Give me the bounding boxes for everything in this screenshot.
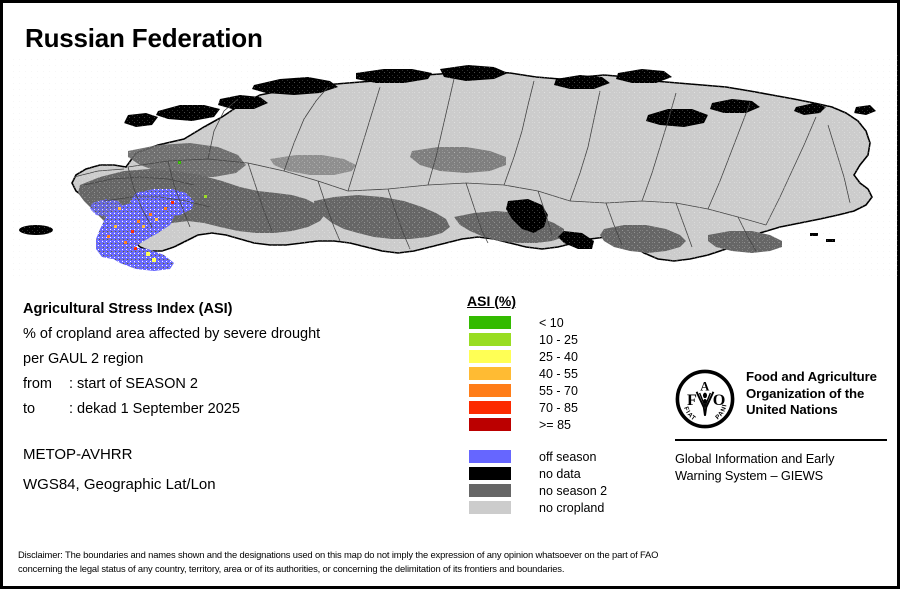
map-raster-texture [8,55,898,277]
info-period-from: from : start of SEASON 2 [23,372,443,397]
fao-branding: F O A FIAT PANIS [675,369,887,484]
legend-item-off-season[interactable]: off season [469,448,659,465]
map-legend: ASI (%) < 10 10 - 25 25 - 40 40 - 55 55 … [467,293,659,516]
info-from-value: : start of SEASON 2 [69,376,198,392]
legend-item-no-data[interactable]: no data [469,465,659,482]
legend-label: 70 - 85 [539,400,578,415]
map-canvas[interactable] [8,55,898,277]
legend-item-no-season-2[interactable]: no season 2 [469,482,659,499]
legend-swatch [469,401,511,414]
fao-org-line-1: Food and Agriculture [746,369,877,384]
giews-line-2: Warning System – GIEWS [675,468,824,483]
page-title: Russian Federation [25,23,263,53]
svg-text:O: O [713,391,726,409]
legend-item[interactable]: 70 - 85 [469,399,659,416]
legend-swatch [469,501,511,514]
map-info-block: Agricultural Stress Index (ASI) % of cro… [23,297,443,500]
legend-item-no-cropland[interactable]: no cropland [469,499,659,516]
legend-title: ASI (%) [467,293,516,309]
svg-text:A: A [700,380,709,394]
legend-swatch [469,467,511,480]
legend-label: no season 2 [539,483,608,498]
info-to-value: : dekad 1 September 2025 [69,401,240,417]
giews-system-name: Global Information and Early Warning Sys… [675,450,887,484]
legend-label: 55 - 70 [539,383,578,398]
disclaimer: Disclaimer: The boundaries and names sho… [18,548,878,576]
fao-logo-icon: F O A FIAT PANIS [675,369,735,429]
legend-label: 25 - 40 [539,349,578,364]
legend-item[interactable]: >= 85 [469,416,659,433]
legend-item[interactable]: 10 - 25 [469,331,659,348]
legend-swatch [469,450,511,463]
legend-label: 40 - 55 [539,366,578,381]
info-heading: Agricultural Stress Index (ASI) [23,301,233,317]
legend-label: off season [539,449,597,464]
legend-swatch [469,333,511,346]
legend-spacer [469,433,659,448]
legend-item[interactable]: < 10 [469,314,659,331]
legend-swatch [469,418,511,431]
disclaimer-line-2: concerning the legal status of any count… [18,563,565,574]
fao-org-line-2: Organization of the [746,385,865,401]
fao-divider [675,439,887,441]
legend-swatch [469,316,511,329]
info-spacer [23,422,443,440]
legend-swatch [469,484,511,497]
legend-swatch [469,350,511,363]
legend-label: no cropland [539,500,605,515]
svg-text:F: F [687,391,697,409]
giews-line-1: Global Information and Early [675,451,835,466]
legend-swatch [469,384,511,397]
disclaimer-line-1: Disclaimer: The boundaries and names sho… [18,549,659,560]
legend-item[interactable]: 55 - 70 [469,382,659,399]
legend-label: 10 - 25 [539,332,578,347]
info-sensor: METOP-AVHRR [23,446,133,463]
info-projection: WGS84, Geographic Lat/Lon [23,476,216,493]
info-period-to: to : dekad 1 September 2025 [23,397,443,422]
legend-item[interactable]: 25 - 40 [469,348,659,365]
legend-swatch [469,367,511,380]
fao-organization-name: Food and Agriculture Organization of the… [746,369,877,419]
info-to-label: to [23,401,36,417]
info-from-label: from [23,376,52,392]
legend-label: < 10 [539,315,564,330]
legend-label: no data [539,466,581,481]
legend-item[interactable]: 40 - 55 [469,365,659,382]
info-description: % of cropland area affected by severe dr… [23,326,321,342]
russia-asi-map[interactable] [8,55,898,277]
legend-label: >= 85 [539,417,571,432]
fao-org-line-3: United Nations [746,402,838,417]
info-region-level: per GAUL 2 region [23,351,144,367]
